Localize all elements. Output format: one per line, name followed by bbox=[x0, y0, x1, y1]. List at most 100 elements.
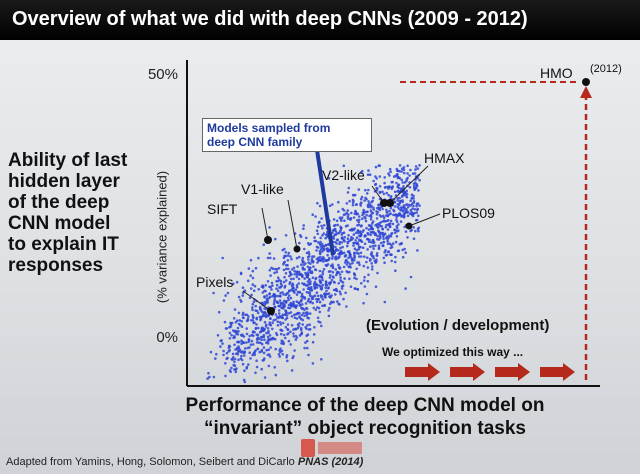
scatter-point bbox=[251, 276, 255, 280]
scatter-point bbox=[397, 189, 400, 193]
scatter-point bbox=[226, 356, 229, 360]
scatter-point bbox=[372, 241, 375, 245]
scatter-point bbox=[390, 243, 393, 247]
hmo-year-label: (2012) bbox=[590, 63, 622, 75]
scatter-point bbox=[312, 333, 316, 336]
scatter-point bbox=[322, 260, 325, 263]
scatter-point bbox=[412, 237, 416, 240]
scatter-point bbox=[267, 329, 270, 333]
scatter-point bbox=[335, 219, 339, 223]
scatter-point bbox=[396, 197, 400, 200]
scatter-point bbox=[357, 215, 361, 218]
scatter-point bbox=[366, 279, 370, 283]
scatter-point bbox=[375, 177, 379, 180]
scatter-point bbox=[349, 285, 353, 289]
scatter-point bbox=[387, 213, 391, 216]
y-title-line: of the deep bbox=[8, 192, 110, 213]
scatter-point bbox=[317, 256, 320, 260]
scatter-point bbox=[388, 224, 392, 228]
scatter-point bbox=[409, 209, 413, 212]
scatter-point bbox=[229, 321, 232, 325]
scatter-point bbox=[260, 342, 264, 346]
scatter-point bbox=[256, 311, 260, 315]
scatter-point bbox=[395, 226, 399, 230]
scatter-point bbox=[263, 376, 267, 379]
scatter-point bbox=[340, 236, 344, 239]
plos09-leader bbox=[408, 213, 441, 227]
scatter-point bbox=[301, 282, 304, 285]
scatter-point bbox=[309, 242, 313, 246]
scatter-point bbox=[366, 256, 369, 260]
scatter-point bbox=[334, 268, 338, 271]
scatter-point bbox=[403, 247, 406, 251]
scatter-point bbox=[248, 296, 252, 300]
scatter-point bbox=[305, 334, 309, 338]
scatter-point bbox=[242, 378, 246, 382]
arrow-right-icon bbox=[450, 363, 485, 381]
scatter-point bbox=[332, 280, 336, 284]
scatter-point bbox=[308, 312, 312, 315]
scatter-point bbox=[315, 286, 319, 289]
scatter-point bbox=[361, 246, 365, 249]
scatter-point bbox=[302, 260, 305, 264]
scatter-point bbox=[289, 288, 293, 292]
scatter-point bbox=[316, 316, 320, 320]
scatter-point bbox=[369, 253, 373, 256]
scatter-point bbox=[334, 255, 338, 258]
scatter-point bbox=[389, 222, 392, 225]
scatter-point bbox=[269, 323, 273, 327]
scatter-point bbox=[355, 277, 358, 281]
scatter-point bbox=[412, 204, 415, 208]
scatter-point bbox=[339, 279, 342, 282]
scatter-point bbox=[311, 340, 315, 344]
scatter-point bbox=[267, 331, 270, 335]
scatter-point bbox=[335, 248, 338, 251]
scatter-point bbox=[404, 251, 408, 254]
scatter-point bbox=[340, 233, 344, 236]
scatter-point bbox=[315, 300, 319, 304]
scatter-point bbox=[376, 187, 379, 190]
scatter-point bbox=[284, 293, 288, 297]
scatter-point bbox=[356, 261, 359, 264]
scatter-point bbox=[339, 276, 342, 279]
scatter-point bbox=[339, 246, 342, 250]
scatter-point bbox=[348, 277, 351, 281]
scatter-point bbox=[401, 199, 404, 202]
scatter-point bbox=[346, 209, 350, 212]
scatter-point bbox=[316, 232, 320, 236]
scatter-point bbox=[396, 199, 400, 202]
scatter-point bbox=[268, 268, 272, 272]
scatter-point bbox=[298, 315, 301, 318]
scatter-point bbox=[386, 242, 390, 246]
scatter-point bbox=[383, 261, 386, 265]
scatter-point bbox=[362, 208, 365, 212]
scatter-point bbox=[278, 314, 282, 318]
scatter-point bbox=[363, 199, 366, 202]
scatter-point bbox=[395, 173, 399, 177]
scatter-point bbox=[318, 300, 322, 304]
scatter-point bbox=[361, 217, 364, 220]
scatter-point bbox=[228, 348, 231, 352]
scatter-point bbox=[398, 164, 402, 167]
scatter-point bbox=[234, 329, 237, 333]
scatter-point bbox=[280, 349, 284, 353]
scatter-point bbox=[387, 193, 391, 197]
callout-line: Models sampled from bbox=[207, 121, 331, 135]
scatter-point bbox=[317, 221, 321, 224]
scatter-point bbox=[253, 321, 256, 325]
scatter-point bbox=[294, 338, 298, 341]
scatter-point bbox=[335, 289, 339, 293]
scatter-point bbox=[336, 223, 340, 227]
scatter-point bbox=[362, 301, 365, 305]
scatter-point bbox=[409, 199, 413, 203]
scatter-point bbox=[273, 271, 276, 275]
scatter-point bbox=[356, 229, 360, 233]
scatter-point bbox=[387, 236, 391, 239]
scatter-point bbox=[342, 164, 346, 168]
scatter-point bbox=[320, 217, 323, 220]
scatter-point bbox=[338, 266, 342, 269]
scatter-point bbox=[290, 268, 294, 271]
scatter-point bbox=[411, 214, 415, 218]
scatter-point bbox=[347, 256, 350, 260]
scatter-point bbox=[249, 274, 252, 278]
